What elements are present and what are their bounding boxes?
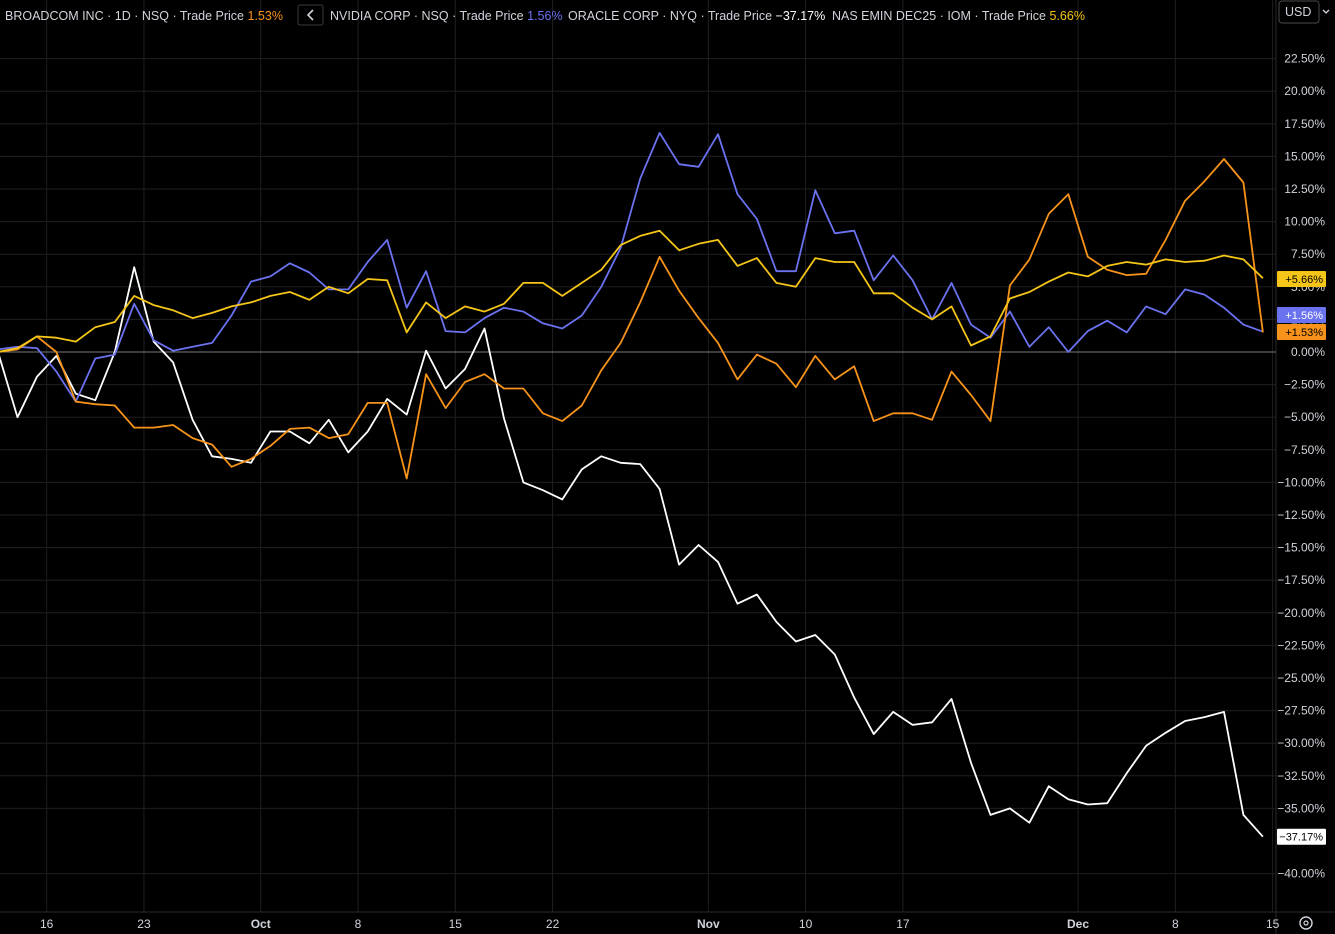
x-tick-label: 23 (137, 917, 151, 931)
last-value-tag-broadcom-label: +1.53% (1285, 327, 1323, 339)
legend-sep: · (700, 9, 707, 23)
legend-broadcom-value: 1.53% (248, 9, 283, 23)
legend-nvidia-field: Trade Price (459, 9, 523, 23)
x-tick-label: 17 (896, 917, 910, 931)
series-legend: BROADCOM INC · 1D · NSQ · Trade Price 1.… (5, 4, 1085, 26)
x-tick-label: 22 (546, 917, 560, 931)
legend-sep: · (974, 9, 981, 23)
legend-broadcom-exchange: NSQ (142, 9, 169, 23)
currency-button[interactable] (1278, 0, 1320, 24)
collapse-legend-button[interactable] (297, 4, 324, 26)
legend-oracle-name: ORACLE CORP (568, 9, 659, 23)
legend-sep: · (940, 9, 948, 23)
y-tick-label: −7.50% (1284, 443, 1325, 457)
chevron-down-icon (1322, 9, 1330, 14)
x-tick-label: 15 (449, 917, 463, 931)
y-tick-label: 10.00% (1284, 215, 1325, 229)
y-tick-label: −22.50% (1277, 638, 1325, 652)
y-tick-label: 7.50% (1291, 247, 1325, 261)
legend-broadcom[interactable]: BROADCOM INC · 1D · NSQ · Trade Price 1.… (5, 9, 283, 23)
y-tick-label: −25.00% (1277, 671, 1325, 685)
legend-broadcom-name: BROADCOM INC (5, 9, 104, 23)
legend-nas-emin-name: NAS EMIN DEC25 (832, 9, 936, 23)
legend-broadcom-interval: 1D (115, 9, 131, 23)
y-tick-label: −2.50% (1284, 378, 1325, 392)
last-value-tag-nvidia: +1.56% (1277, 307, 1326, 323)
y-tick-label: 17.50% (1284, 117, 1325, 131)
legend-nas-emin-value: 5.66% (1049, 9, 1084, 23)
y-tick-label: −30.00% (1277, 736, 1325, 750)
last-value-tag-nas-emin: +5.66% (1277, 271, 1326, 287)
y-tick-label: 12.50% (1284, 182, 1325, 196)
y-tick-label: −5.00% (1284, 410, 1325, 424)
grid-layer (0, 0, 1276, 912)
legend-sep: · (107, 9, 115, 23)
x-tick-label: Oct (251, 917, 271, 931)
legend-nvidia-name: NVIDIA CORP (330, 9, 410, 23)
x-tick-label: Dec (1067, 917, 1089, 931)
series-line-nas-emin (0, 229, 1264, 353)
legend-nvidia-value: 1.56% (527, 9, 562, 23)
last-value-tag-oracle-label: −37.17% (1279, 832, 1323, 844)
x-tick-label: Nov (697, 917, 720, 931)
last-value-tag-nvidia-label: +1.56% (1285, 310, 1323, 322)
y-tick-label: 20.00% (1284, 84, 1325, 98)
y-axis: 22.50% 20.00% 17.50% 15.00% 12.50% 10.00% 7.50… (1277, 52, 1325, 881)
last-value-tag-oracle-bg (1277, 828, 1326, 845)
legend-sep: · (662, 9, 670, 23)
x-tick-label: 15 (1266, 917, 1280, 931)
legend-oracle-exchange: NYQ (670, 9, 697, 23)
x-tick-label: 16 (40, 917, 54, 931)
series-line-oracle (0, 266, 1264, 838)
last-value-tag-nas-emin-label: +5.66% (1285, 274, 1323, 286)
y-tick-label: −17.50% (1277, 573, 1325, 587)
legend-nas-emin-exchange: IOM (947, 9, 971, 23)
series-line-nvidia (0, 131, 1264, 403)
last-value-tag-broadcom: +1.53% (1277, 324, 1326, 340)
legend-nvidia[interactable]: NVIDIA CORP · NSQ · Trade Price 1.56% (330, 9, 563, 23)
y-tick-label: −20.00% (1277, 606, 1325, 620)
legend-oracle[interactable]: ORACLE CORP · NYQ · Trade Price −37.17% (568, 9, 825, 23)
chart-settings-button[interactable] (1299, 916, 1313, 930)
legend-broadcom-field: Trade Price (180, 9, 244, 23)
chevron-left-icon (306, 9, 314, 21)
y-tick-label: −15.00% (1277, 541, 1325, 555)
last-value-tag-oracle: −37.17% (1277, 828, 1326, 845)
last-value-tag-nas-emin-bg (1277, 271, 1326, 287)
last-value-tag-nvidia-bg (1277, 307, 1326, 323)
y-tick-label: −27.50% (1277, 704, 1325, 718)
x-tick-label: 8 (1172, 917, 1179, 931)
series-layer (0, 131, 1264, 838)
series-line-broadcom (0, 158, 1264, 480)
y-tick-label: 22.50% (1284, 52, 1325, 66)
y-tick-label: 15.00% (1284, 149, 1325, 163)
legend-sep: · (172, 9, 179, 23)
legend-nvidia-exchange: NSQ (421, 9, 448, 23)
legend-sep: · (414, 9, 422, 23)
y-tick-label: −35.00% (1277, 801, 1325, 815)
legend-sep: · (452, 9, 459, 23)
gear-icon (1299, 916, 1313, 930)
legend-oracle-value: −37.17% (776, 9, 826, 23)
legend-oracle-field: Trade Price (708, 9, 772, 23)
last-value-tags: +5.66% +1.56% +1.53% −37.17% (1277, 271, 1326, 845)
legend-nas-emin[interactable]: NAS EMIN DEC25 · IOM · Trade Price 5.66% (832, 9, 1085, 23)
x-tick-label: 8 (355, 917, 362, 931)
y-tick-label: −10.00% (1277, 475, 1325, 489)
x-axis: 16 23 Oct 8 15 22 Nov 10 17 Dec 8 15 (40, 917, 1280, 931)
y-tick-label: −40.00% (1277, 867, 1325, 881)
legend-sep: · (134, 9, 142, 23)
y-tick-label: −12.50% (1277, 508, 1325, 522)
x-tick-label: 10 (799, 917, 813, 931)
gear-icon-hub (1303, 920, 1309, 926)
last-value-tag-broadcom-bg (1277, 324, 1326, 340)
y-tick-label: −32.50% (1277, 769, 1325, 783)
legend-nas-emin-field: Trade Price (982, 9, 1046, 23)
currency-button-label: USD (1285, 5, 1311, 19)
y-tick-label: 0.00% (1291, 345, 1325, 359)
